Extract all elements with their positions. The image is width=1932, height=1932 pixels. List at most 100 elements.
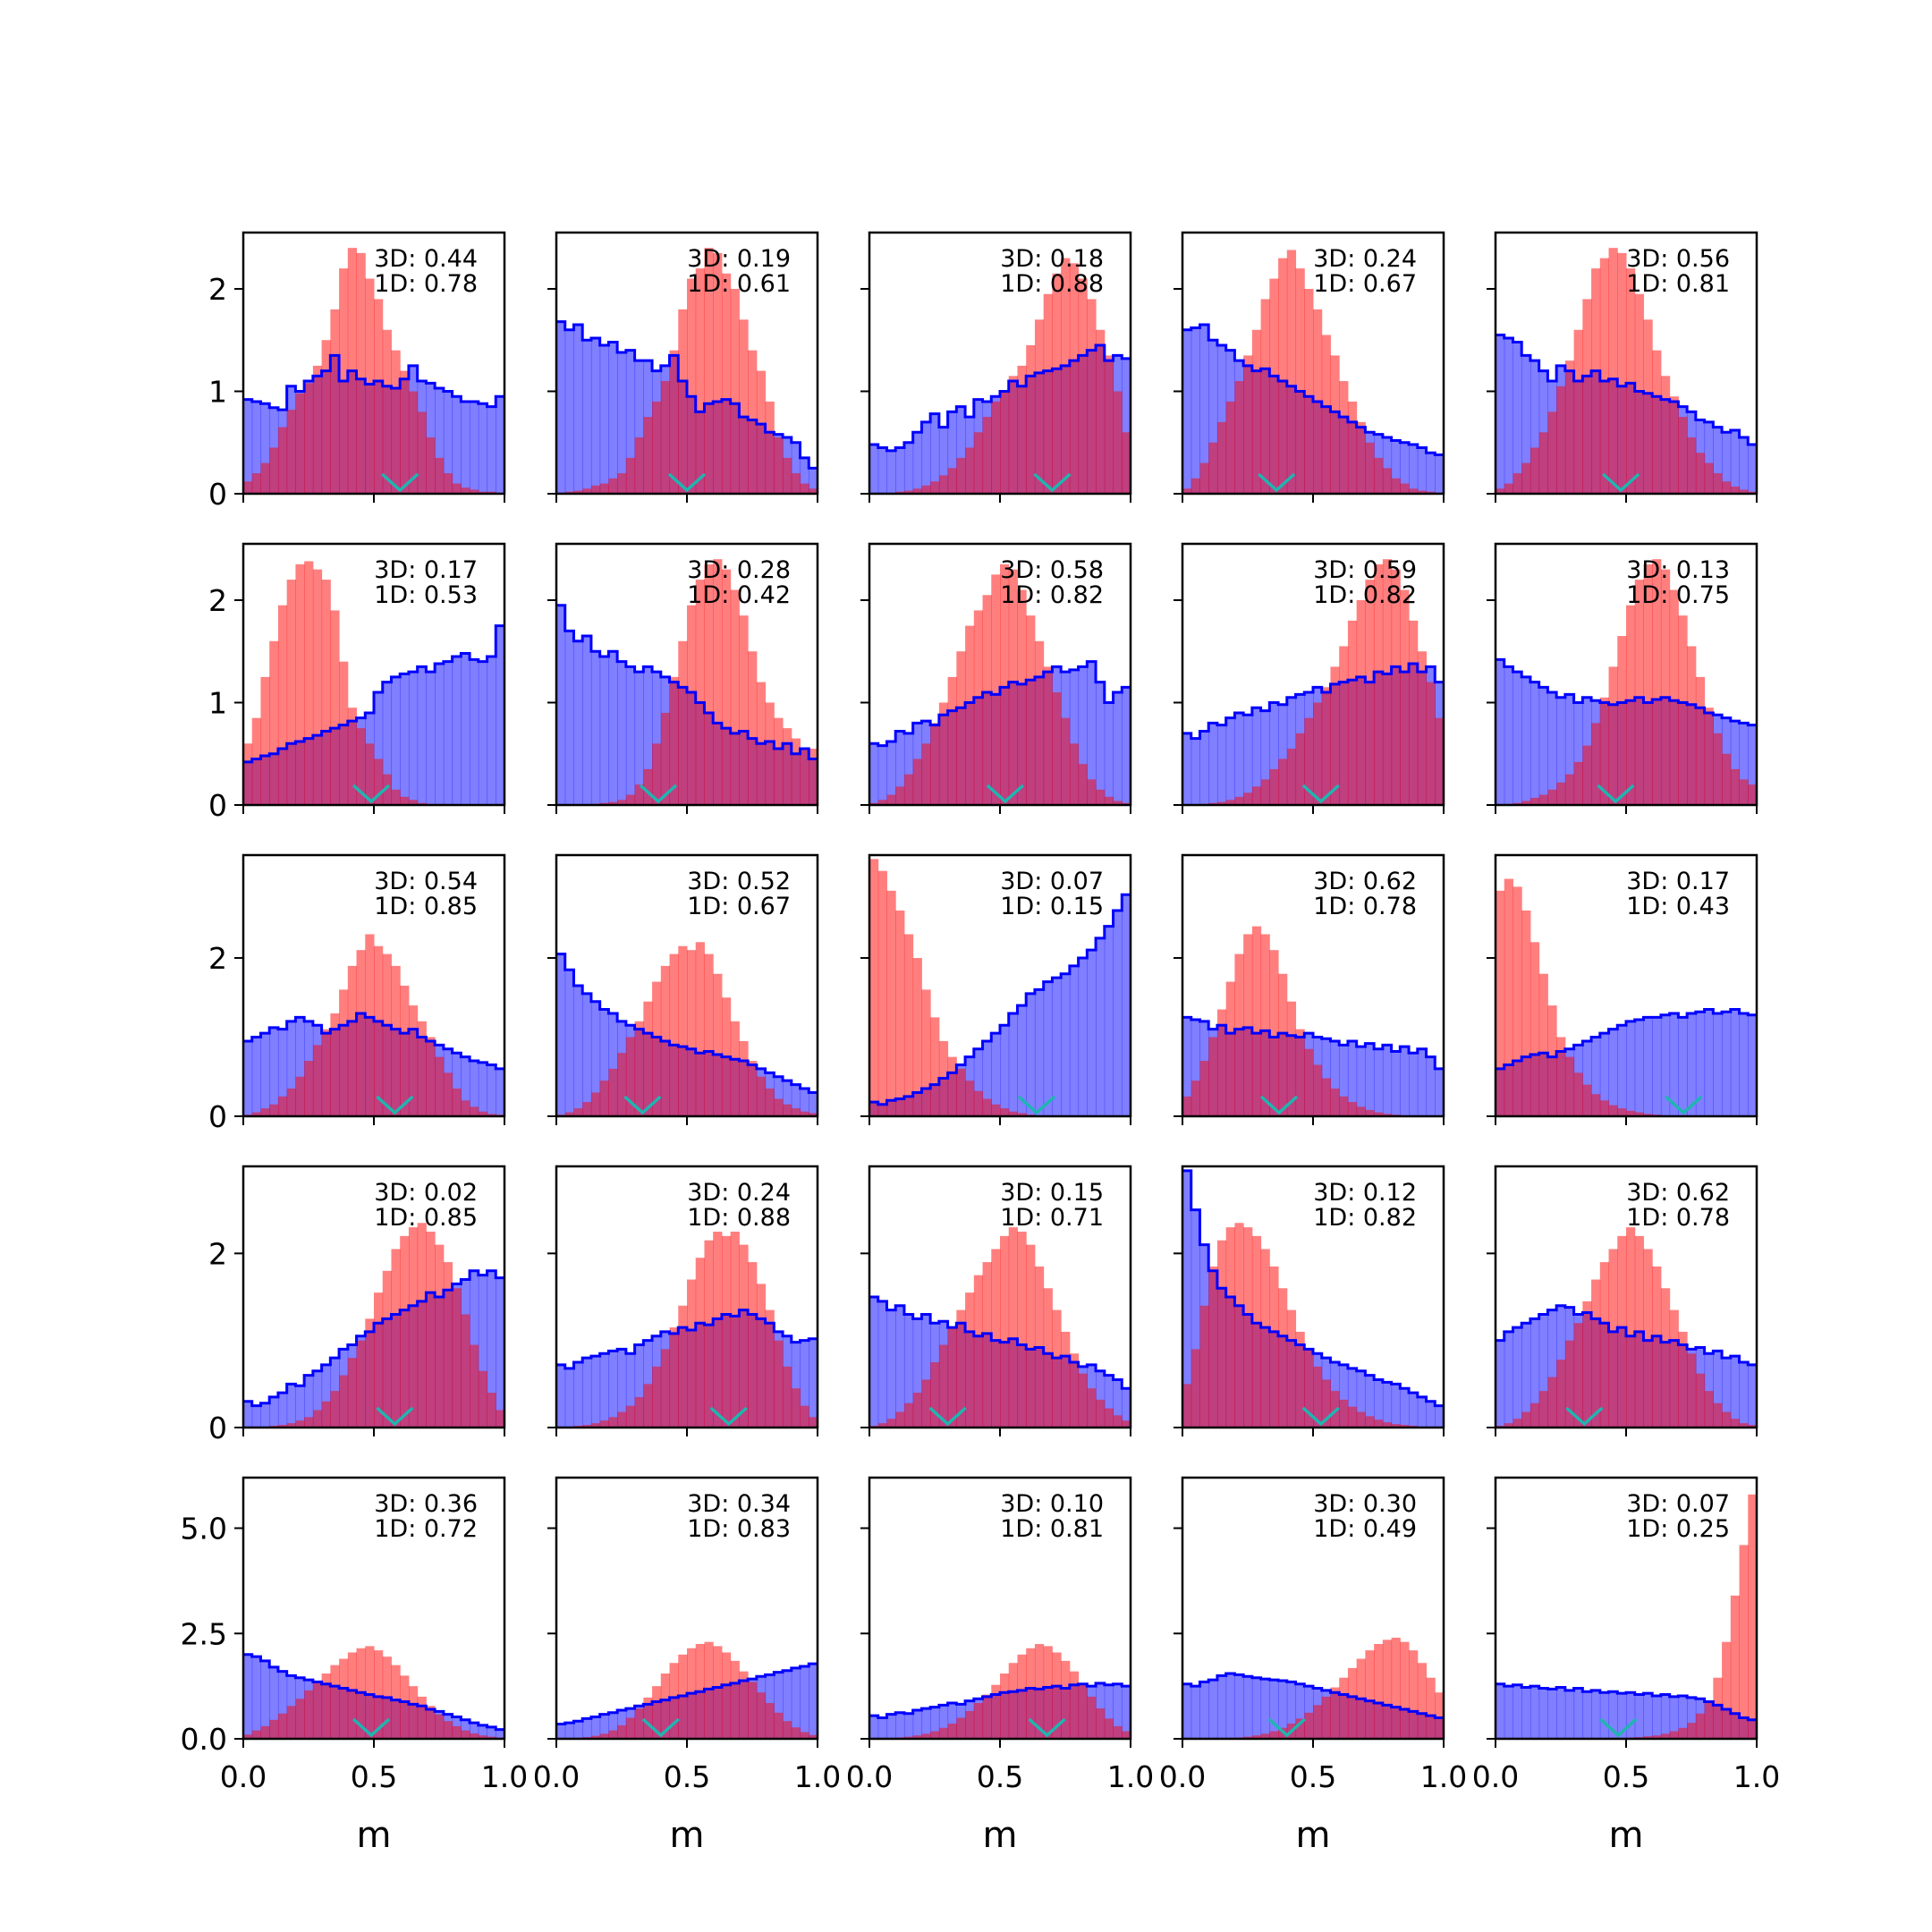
bar-red bbox=[382, 953, 392, 1116]
bar-red bbox=[730, 1660, 740, 1739]
bar-red bbox=[1695, 676, 1706, 805]
bar-blue bbox=[1409, 445, 1419, 494]
bar-red bbox=[1087, 1696, 1097, 1739]
bar-red bbox=[1547, 411, 1557, 494]
bar-red bbox=[564, 1112, 574, 1116]
bar-red bbox=[321, 1029, 331, 1116]
blue-step-line bbox=[556, 1309, 818, 1370]
x-tick-label: 1.0 bbox=[1107, 1759, 1154, 1794]
bar-red bbox=[1321, 1696, 1331, 1739]
bar-blue bbox=[1225, 717, 1235, 805]
bar-red bbox=[470, 1344, 479, 1428]
bar-red bbox=[251, 473, 261, 494]
bar-blue bbox=[452, 396, 462, 494]
bar-red bbox=[660, 381, 671, 494]
bar-blue bbox=[1582, 1691, 1592, 1739]
bar-red bbox=[286, 1706, 296, 1739]
bar-blue bbox=[452, 656, 462, 805]
bar-red bbox=[1617, 636, 1627, 805]
bar-red bbox=[269, 447, 279, 494]
bar-red bbox=[1069, 743, 1080, 805]
bar-red bbox=[748, 651, 758, 805]
bar-red bbox=[1660, 1733, 1671, 1739]
bar-blue bbox=[295, 1017, 305, 1116]
bar-red bbox=[1678, 1727, 1688, 1739]
bar-red bbox=[643, 1697, 653, 1739]
bar-red bbox=[982, 1098, 992, 1116]
annotation-1d: 1D: 0.83 bbox=[687, 1515, 791, 1543]
bar-red bbox=[783, 728, 792, 805]
bar-red bbox=[1278, 973, 1288, 1116]
bar-red bbox=[652, 401, 662, 494]
bar-red bbox=[1365, 1416, 1375, 1428]
bar-blue bbox=[912, 1709, 922, 1739]
bar-red bbox=[1564, 1056, 1575, 1116]
bar-red bbox=[1260, 1733, 1270, 1739]
bar-red bbox=[382, 774, 392, 805]
bar-red bbox=[330, 1013, 340, 1116]
bar-blue bbox=[800, 457, 809, 494]
bar-red bbox=[478, 1370, 488, 1428]
annotation-3d: 3D: 0.62 bbox=[1626, 1179, 1730, 1207]
bar-blue bbox=[295, 1385, 305, 1428]
bar-red bbox=[1730, 1595, 1741, 1739]
bar-blue bbox=[1191, 327, 1200, 494]
bar-blue bbox=[1191, 1209, 1200, 1428]
bar-red bbox=[295, 564, 305, 805]
annotation-1d: 1D: 0.75 bbox=[1626, 581, 1730, 609]
bar-red bbox=[800, 1111, 809, 1116]
bar-blue bbox=[1391, 1051, 1401, 1116]
bar-red bbox=[1678, 1331, 1688, 1428]
bar-red bbox=[452, 483, 462, 494]
bar-blue bbox=[590, 337, 601, 494]
bar-blue bbox=[573, 986, 583, 1116]
bar-red bbox=[652, 981, 662, 1116]
annotation-3d: 3D: 0.13 bbox=[1626, 556, 1730, 584]
bar-blue bbox=[1521, 676, 1531, 805]
bar-red bbox=[1599, 258, 1610, 494]
bar-blue bbox=[1199, 1682, 1209, 1739]
bar-red bbox=[1417, 1663, 1428, 1739]
annotation-1d: 1D: 0.61 bbox=[687, 270, 791, 298]
bar-red bbox=[1269, 768, 1279, 805]
bar-blue bbox=[417, 666, 427, 805]
bar-red bbox=[1295, 1718, 1305, 1739]
bar-red bbox=[1191, 478, 1200, 494]
bar-blue bbox=[617, 1709, 627, 1739]
bar-red bbox=[251, 717, 261, 805]
bar-blue bbox=[599, 1353, 609, 1428]
bar-red bbox=[1382, 468, 1393, 494]
bar-blue bbox=[912, 432, 922, 494]
bar-red bbox=[982, 417, 992, 494]
bar-red bbox=[930, 1362, 940, 1428]
bar-red bbox=[321, 340, 331, 494]
bar-red bbox=[582, 488, 592, 494]
bar-red bbox=[1017, 365, 1027, 494]
bar-red bbox=[1608, 248, 1618, 494]
bar-red bbox=[1538, 1391, 1548, 1428]
bar-blue bbox=[1113, 692, 1123, 805]
bar-red bbox=[1617, 1108, 1627, 1116]
bar-red bbox=[582, 1102, 592, 1116]
bar-blue bbox=[1365, 1043, 1375, 1116]
bar-blue bbox=[478, 1724, 488, 1739]
bar-blue bbox=[1513, 342, 1522, 494]
bar-blue bbox=[886, 450, 896, 494]
bar-red bbox=[783, 1104, 792, 1116]
bar-red bbox=[1096, 329, 1106, 494]
x-tick-label: 1.0 bbox=[1420, 1759, 1467, 1794]
bar-red bbox=[1695, 1713, 1706, 1739]
bar-red bbox=[435, 1056, 445, 1116]
bar-red bbox=[617, 473, 627, 494]
bar-blue bbox=[1339, 1364, 1349, 1428]
bar-red bbox=[1687, 1353, 1697, 1428]
x-axis-label: m bbox=[1296, 1815, 1331, 1856]
bar-blue bbox=[1730, 1356, 1741, 1428]
bar-blue bbox=[1104, 1684, 1114, 1739]
bar-red bbox=[643, 1384, 653, 1428]
bar-red bbox=[277, 1096, 288, 1116]
bar-red bbox=[1225, 981, 1235, 1116]
